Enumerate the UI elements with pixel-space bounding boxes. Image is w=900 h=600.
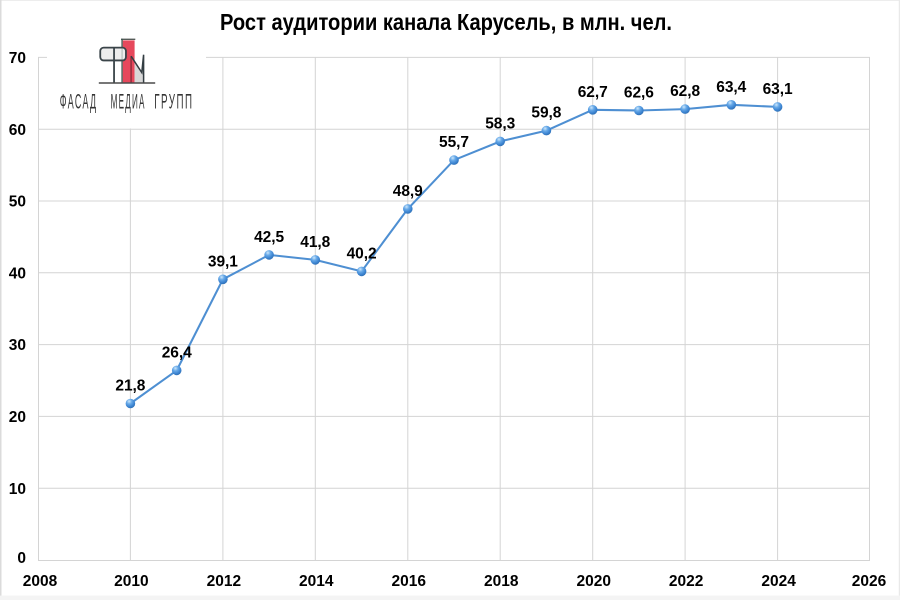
svg-text:2008: 2008: [23, 573, 58, 590]
svg-text:42,5: 42,5: [254, 229, 284, 246]
svg-text:2016: 2016: [392, 573, 427, 590]
svg-text:2012: 2012: [207, 573, 241, 590]
svg-text:21,8: 21,8: [115, 378, 145, 395]
svg-text:20: 20: [9, 409, 26, 426]
svg-text:50: 50: [9, 194, 26, 211]
svg-text:40: 40: [9, 265, 26, 282]
svg-text:МЕДИА: МЕДИА: [111, 91, 146, 113]
svg-text:62,7: 62,7: [578, 84, 608, 101]
svg-text:2024: 2024: [761, 573, 796, 590]
svg-text:2010: 2010: [114, 573, 148, 590]
svg-text:62,8: 62,8: [670, 83, 700, 100]
svg-text:59,8: 59,8: [531, 105, 561, 122]
svg-text:2022: 2022: [669, 573, 703, 590]
svg-text:0: 0: [17, 550, 26, 567]
svg-text:48,9: 48,9: [393, 183, 423, 200]
svg-text:ФАСАД: ФАСАД: [60, 90, 98, 113]
svg-text:26,4: 26,4: [162, 345, 192, 362]
svg-text:30: 30: [9, 337, 26, 354]
svg-text:10: 10: [9, 481, 26, 498]
svg-text:2014: 2014: [299, 573, 334, 590]
svg-text:Рост аудитории канала Карусель: Рост аудитории канала Карусель, в млн. ч…: [220, 9, 672, 35]
svg-text:58,3: 58,3: [485, 116, 515, 133]
svg-text:63,1: 63,1: [763, 81, 793, 98]
svg-text:2020: 2020: [576, 573, 610, 590]
svg-text:ГРУПП: ГРУПП: [154, 90, 193, 113]
svg-text:41,8: 41,8: [300, 234, 330, 251]
svg-text:40,2: 40,2: [347, 246, 377, 263]
svg-text:2018: 2018: [484, 573, 519, 590]
svg-text:55,7: 55,7: [439, 134, 469, 151]
svg-text:39,1: 39,1: [208, 253, 238, 270]
svg-text:60: 60: [9, 122, 26, 139]
svg-text:63,4: 63,4: [716, 79, 746, 96]
svg-text:70: 70: [9, 50, 26, 67]
svg-text:2026: 2026: [852, 573, 887, 590]
svg-text:62,6: 62,6: [624, 85, 654, 102]
